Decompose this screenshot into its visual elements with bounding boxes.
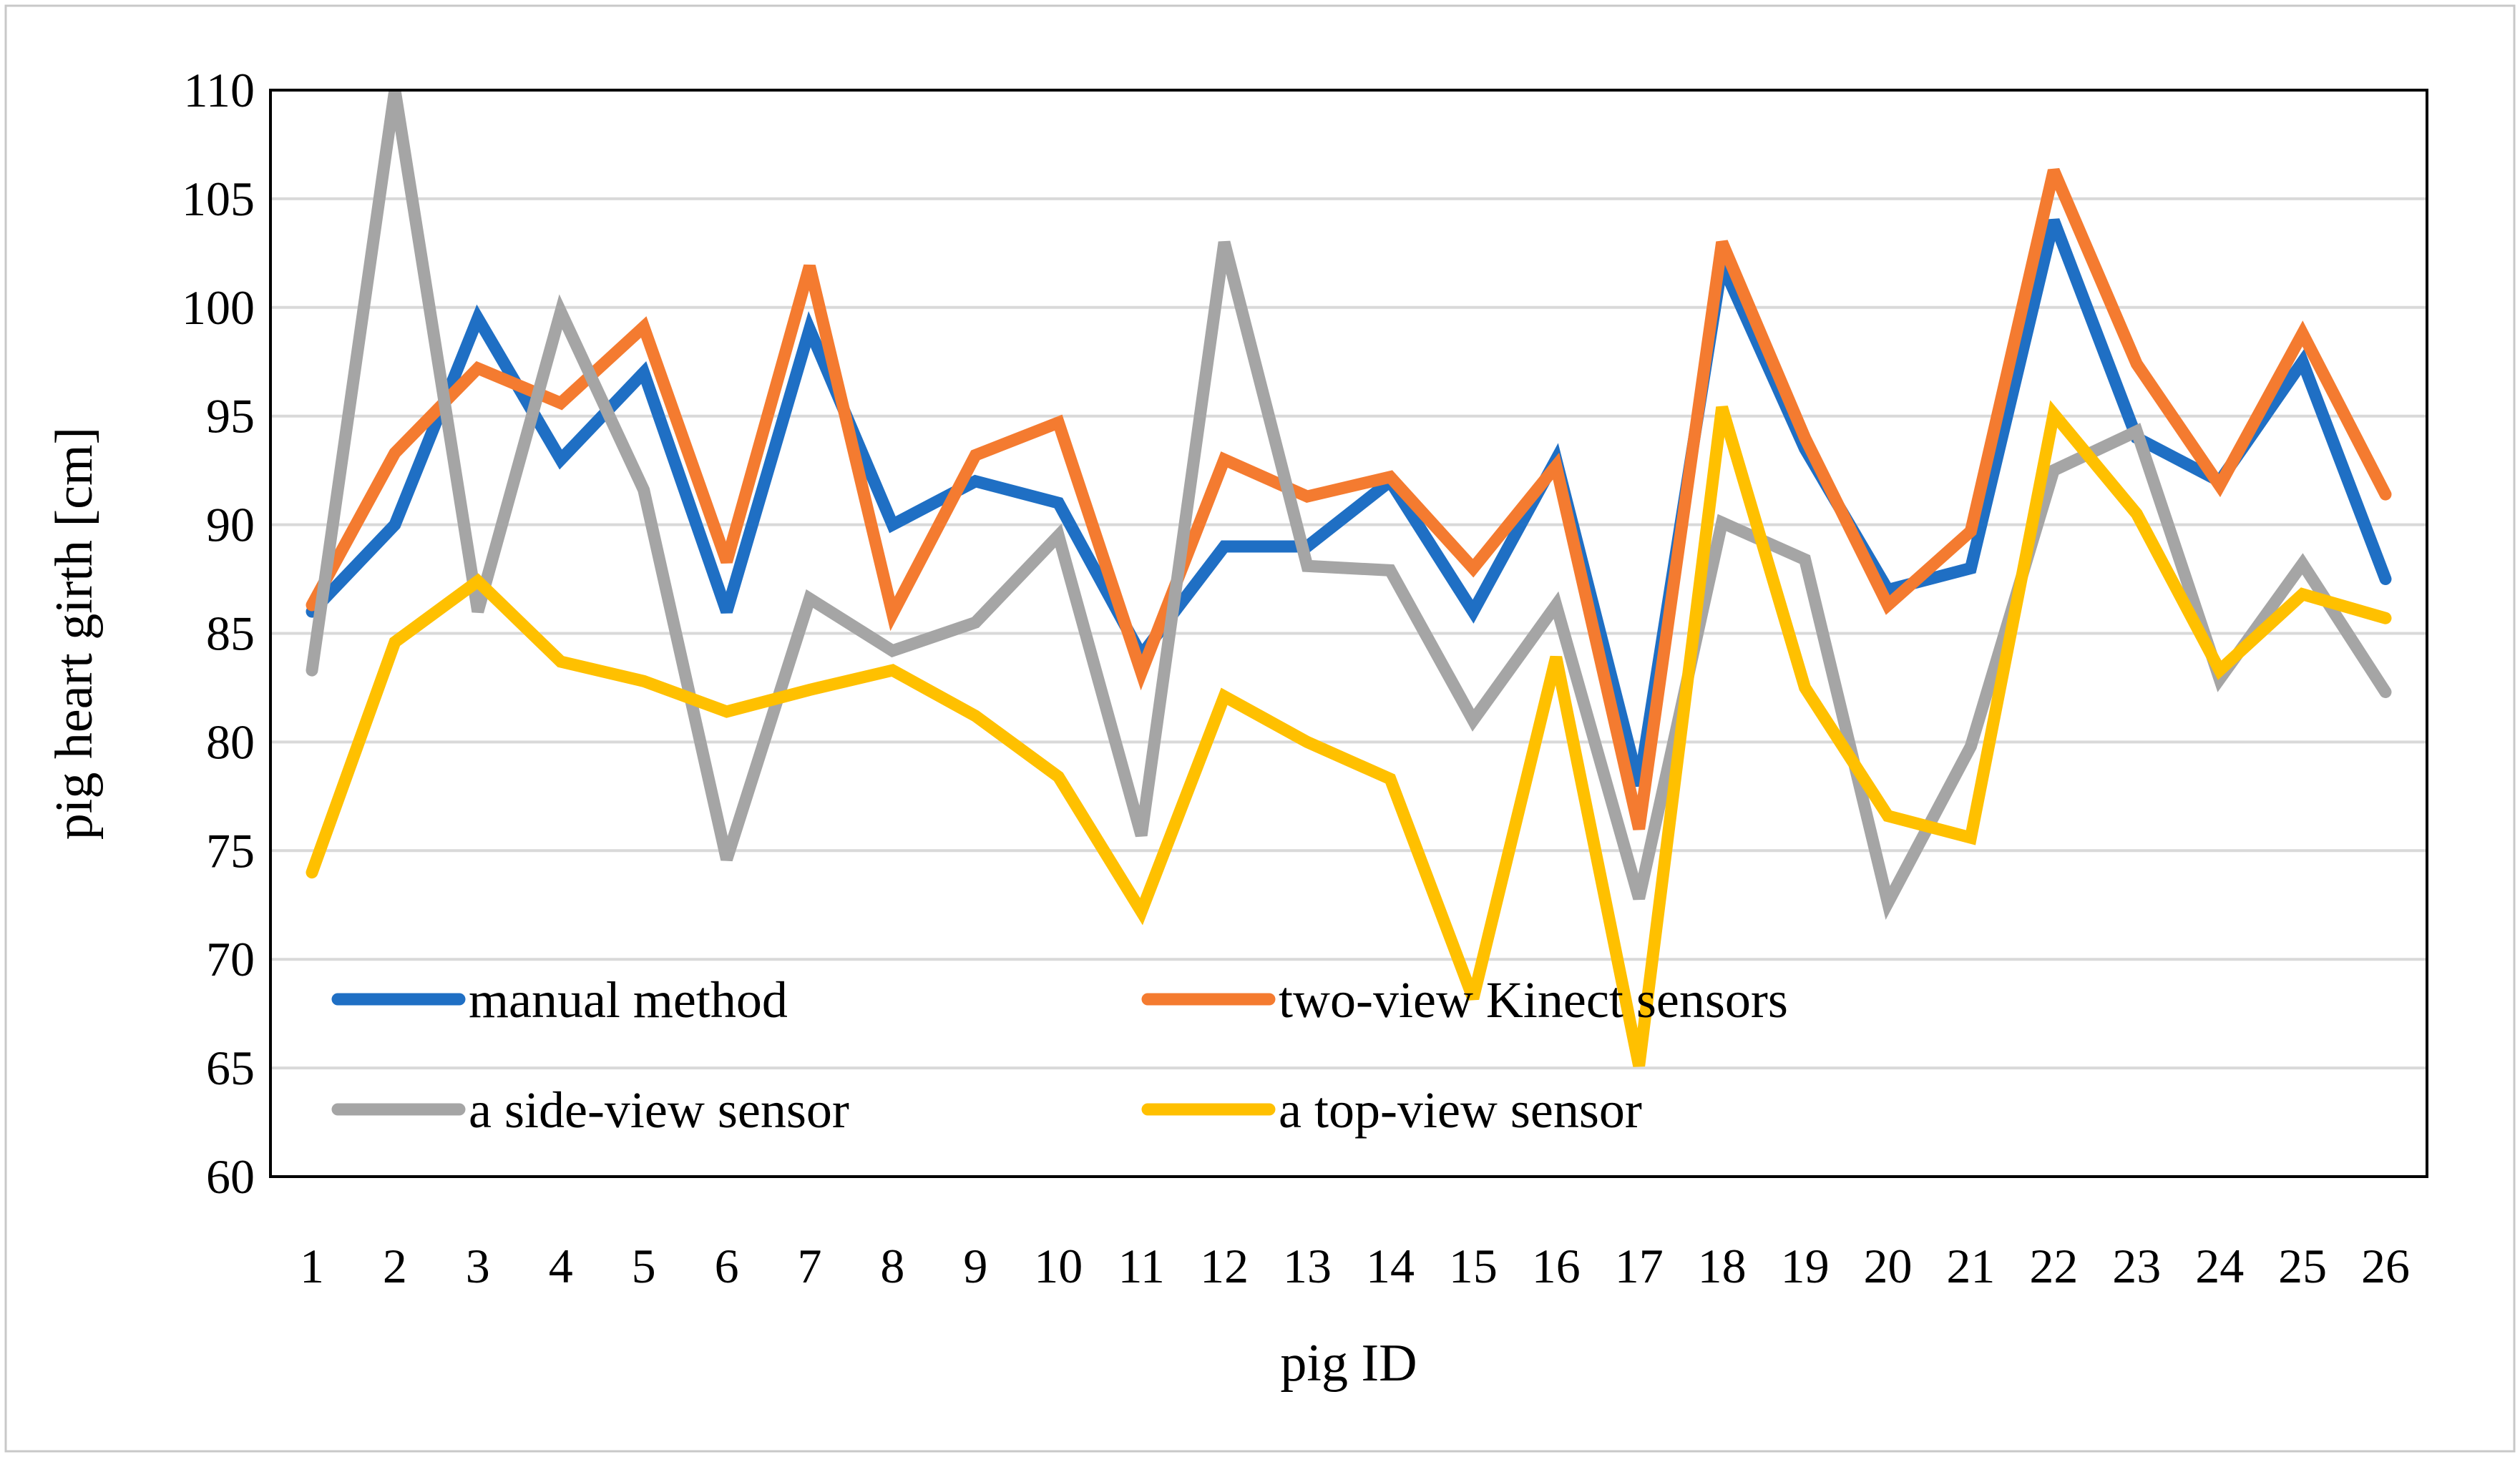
- x-tick-label: 16: [1532, 1239, 1581, 1293]
- x-tick-label: 23: [2112, 1239, 2161, 1293]
- x-tick-label: 8: [880, 1239, 904, 1293]
- x-tick-label: 20: [1864, 1239, 1913, 1293]
- x-tick-label: 9: [963, 1239, 987, 1293]
- y-tick-label: 80: [206, 715, 255, 769]
- x-axis-ticks: 1 2 3 4 5 6 7 8 9 10 11 12 13 14 15 16 17 18 19 20 21 22 23 24 2…: [300, 1239, 2410, 1293]
- x-tick-label: 11: [1118, 1239, 1164, 1293]
- y-tick-label: 85: [206, 607, 255, 661]
- x-tick-label: 2: [383, 1239, 407, 1293]
- legend: manual method two-view Kinect sensors a si…: [331, 971, 1788, 1139]
- y-axis-ticks: 60 65 70 75 80 85 90 95 100 105 110: [182, 63, 255, 1204]
- x-tick-label: 19: [1781, 1239, 1830, 1293]
- legend-label: a top-view sensor: [1279, 1081, 1642, 1139]
- x-tick-label: 14: [1366, 1239, 1415, 1293]
- x-tick-label: 10: [1034, 1239, 1083, 1293]
- x-tick-label: 26: [2361, 1239, 2410, 1293]
- x-tick-label: 4: [549, 1239, 573, 1293]
- y-tick-label: 65: [206, 1041, 255, 1095]
- legend-label: manual method: [469, 971, 788, 1029]
- x-tick-label: 1: [300, 1239, 324, 1293]
- x-tick-label: 25: [2278, 1239, 2327, 1293]
- x-tick-label: 21: [1946, 1239, 1995, 1293]
- series-line: [306, 218, 2392, 788]
- y-axis-title: pig heart girth [cm]: [45, 427, 104, 840]
- x-tick-label: 22: [2029, 1239, 2078, 1293]
- y-tick-label: 70: [206, 932, 255, 986]
- y-tick-label: 75: [206, 823, 255, 878]
- y-tick-label: 110: [184, 63, 255, 117]
- series-lines: [306, 89, 2392, 1067]
- x-tick-label: 15: [1449, 1239, 1498, 1293]
- x-tick-label: 6: [715, 1239, 739, 1293]
- y-tick-label: 100: [182, 280, 255, 335]
- x-tick-label: 7: [798, 1239, 822, 1293]
- x-tick-label: 24: [2195, 1239, 2244, 1293]
- x-tick-label: 18: [1698, 1239, 1747, 1293]
- x-tick-label: 13: [1283, 1239, 1332, 1293]
- x-tick-label: 17: [1615, 1239, 1664, 1293]
- legend-label: two-view Kinect sensors: [1279, 971, 1788, 1029]
- x-axis-title: pig ID: [1280, 1334, 1417, 1393]
- x-tick-label: 5: [632, 1239, 656, 1293]
- legend-label: a side-view sensor: [469, 1081, 849, 1139]
- x-tick-label: 12: [1200, 1239, 1249, 1293]
- series-line: [306, 89, 2392, 921]
- series-line: [306, 168, 2392, 830]
- y-tick-label: 95: [206, 389, 255, 443]
- series-line: [306, 400, 2392, 1067]
- y-tick-label: 105: [182, 172, 255, 226]
- y-tick-label: 60: [206, 1149, 255, 1204]
- x-tick-label: 3: [466, 1239, 490, 1293]
- plot-area-frame: [269, 89, 2428, 1178]
- y-tick-label: 90: [206, 498, 255, 552]
